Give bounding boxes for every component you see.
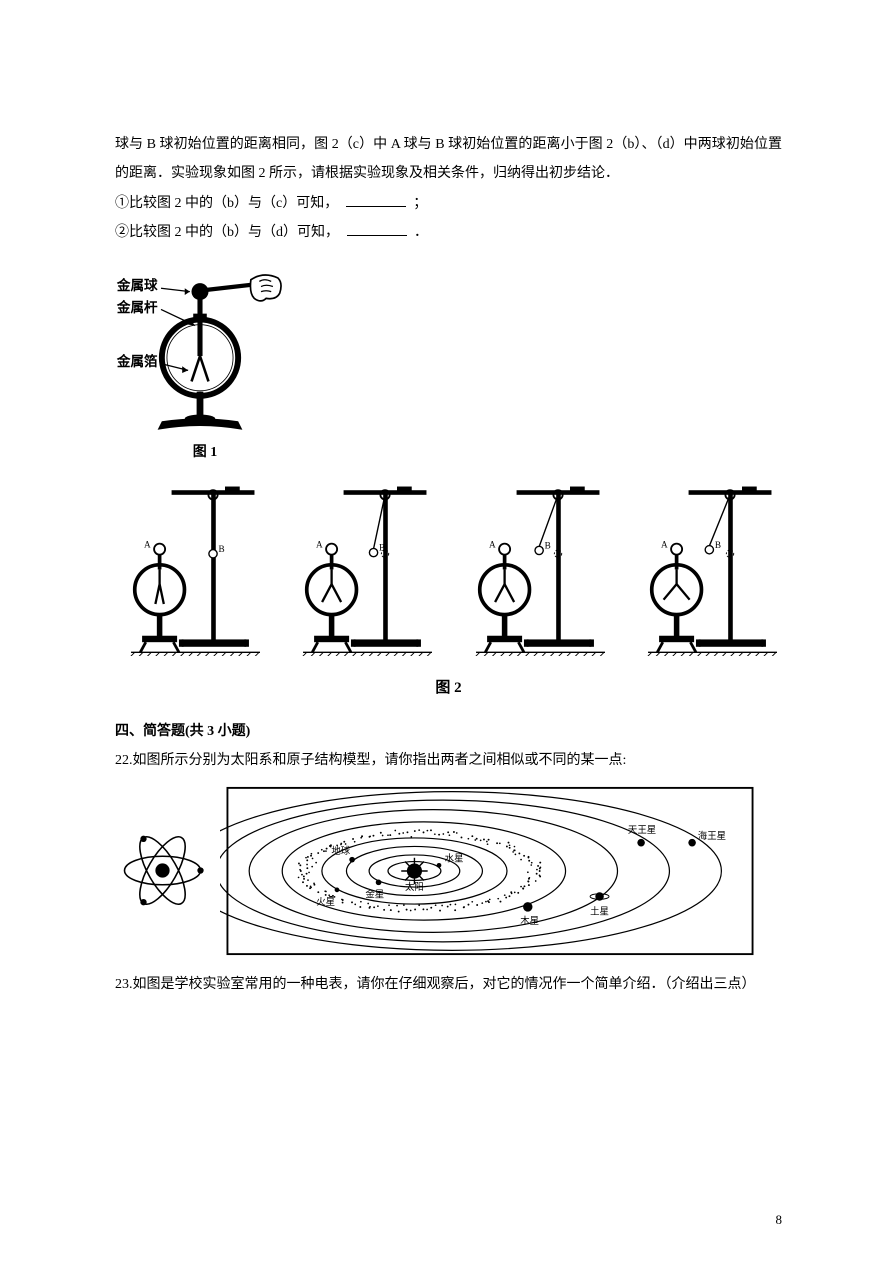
svg-text:A: A [316, 539, 323, 549]
solar-system-diagram: 太阳 水星 金星 地球 火星 木星 土星 天王星 海王星 [220, 786, 760, 956]
sub2-end: ． [414, 225, 428, 240]
label-saturn: 土星 [590, 905, 609, 917]
fig2-c: B A (c) [460, 481, 610, 667]
fig2-d: B A (d) [632, 481, 782, 667]
electroscope-diagram: 金属球 金属杆 金属箔 [115, 256, 285, 434]
page-number: 8 [776, 1206, 783, 1233]
svg-text:B: B [379, 543, 385, 553]
section-4-title: 四、简答题(共 3 小题) [115, 717, 782, 746]
label-ball: 金属球 [116, 276, 158, 292]
figure-1: 金属球 金属杆 金属箔 图 1 [115, 256, 295, 467]
sub2-text: ②比较图 2 中的（b）与（d）可知， [115, 225, 339, 240]
question-22: 22.如图所示分别为太阳系和原子结构模型，请你指出两者之间相似或不同的某一点: [115, 746, 782, 775]
atom-model-diagram [115, 823, 210, 918]
label-mercury: 水星 [445, 852, 464, 864]
sub1-end: ； [413, 196, 427, 211]
q22-figures: 太阳 水星 金星 地球 火星 木星 土星 天王星 海王星 [115, 786, 782, 956]
label-foil: 金属箔 [116, 353, 158, 369]
sub1-text: ①比较图 2 中的（b）与（c）可知， [115, 196, 338, 211]
label-sun: 太阳 [405, 881, 424, 893]
fig2-b: B A (b) [287, 481, 437, 667]
label-neptune: 海王星 [698, 830, 726, 842]
intro-sub-1: ①比较图 2 中的（b）与（c）可知， ； [115, 189, 782, 218]
figure-2-caption: 图 2 [115, 673, 782, 705]
svg-text:A: A [661, 539, 668, 549]
question-23: 23.如图是学校实验室常用的一种电表，请你在仔细观察后，对它的情况作一个简单介绍… [115, 970, 782, 999]
label-earth: 地球 [331, 845, 350, 857]
intro-para-1: 球与 B 球初始位置的距离相同，图 2（c）中 A 球与 B 球初始位置的距离小… [115, 130, 782, 189]
figure-1-caption: 图 1 [115, 438, 295, 467]
svg-text:B: B [715, 540, 721, 550]
label-rod: 金属杆 [116, 299, 158, 315]
svg-text:B: B [219, 544, 225, 554]
label-jupiter: 木星 [520, 915, 539, 927]
svg-text:A: A [489, 539, 496, 549]
intro-sub-2: ②比较图 2 中的（b）与（d）可知， ． [115, 218, 782, 247]
label-uranus: 天王星 [628, 825, 656, 836]
blank-1[interactable] [346, 193, 406, 207]
svg-text:B: B [544, 541, 550, 551]
label-venus: 金星 [365, 888, 384, 900]
figure-2-row: B A (a) B A (b) [115, 481, 782, 667]
blank-2[interactable] [347, 222, 407, 236]
label-mars: 火星 [316, 897, 335, 908]
fig2-a: B A (a) [115, 481, 265, 667]
svg-text:A: A [144, 539, 151, 549]
